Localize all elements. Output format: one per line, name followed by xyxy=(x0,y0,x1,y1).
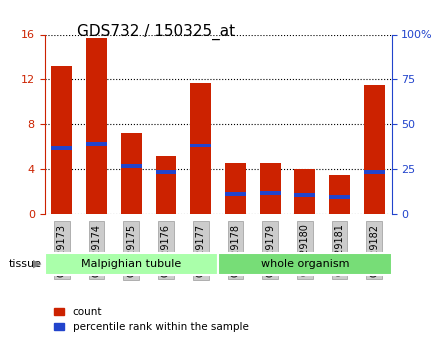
Bar xyxy=(86,142,107,146)
Text: tissue: tissue xyxy=(9,259,42,269)
Bar xyxy=(260,191,280,195)
Bar xyxy=(295,169,315,214)
Bar xyxy=(156,170,176,174)
Bar xyxy=(364,170,384,174)
Bar xyxy=(329,175,350,214)
Bar xyxy=(364,85,384,214)
Bar xyxy=(156,156,176,214)
Text: ▶: ▶ xyxy=(33,259,42,269)
Text: whole organism: whole organism xyxy=(261,259,349,269)
Bar xyxy=(260,164,280,214)
Bar xyxy=(190,83,211,214)
Legend: count, percentile rank within the sample: count, percentile rank within the sample xyxy=(50,303,253,336)
Bar xyxy=(121,164,142,168)
FancyBboxPatch shape xyxy=(44,253,218,275)
Bar xyxy=(225,164,246,214)
FancyBboxPatch shape xyxy=(218,253,392,275)
Bar xyxy=(295,193,315,197)
Bar xyxy=(329,195,350,199)
Text: GDS732 / 150325_at: GDS732 / 150325_at xyxy=(77,24,235,40)
Text: Malpighian tubule: Malpighian tubule xyxy=(81,259,182,269)
Bar xyxy=(190,144,211,147)
Bar xyxy=(225,192,246,196)
Bar xyxy=(52,66,72,214)
Bar xyxy=(86,38,107,214)
Bar xyxy=(121,133,142,214)
Bar xyxy=(52,146,72,150)
